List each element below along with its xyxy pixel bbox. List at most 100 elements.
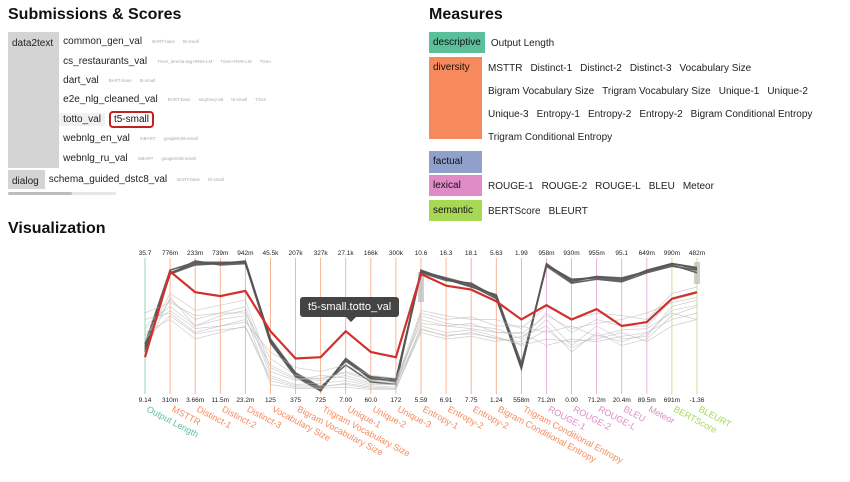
measure-item[interactable]: ROUGE-L xyxy=(595,181,641,192)
dataset-row: cs_restaurants_val TGen_lemma-tag+RNN-LM T… xyxy=(59,51,271,71)
measure-category-label[interactable]: semantic xyxy=(429,200,482,221)
dataset-name[interactable]: webnlg_en_val xyxy=(63,133,130,145)
submission-tag[interactable]: TGen xyxy=(259,58,271,64)
measure-category-label[interactable]: factual xyxy=(429,151,482,173)
dataset-name[interactable]: dart_val xyxy=(63,74,99,86)
submission-tag[interactable]: TGen xyxy=(255,97,267,103)
dataset-list: common_gen_val BART-base t5-small cs_restau… xyxy=(59,32,271,168)
visualization-heading: Visualization xyxy=(8,220,106,237)
measure-items: Output Length xyxy=(485,32,558,55)
measure-item[interactable]: Trigram Conditional Entropy xyxy=(488,132,613,143)
measure-item[interactable]: Distinct-3 xyxy=(629,63,672,74)
submission-tag[interactable]: google/mt5-small xyxy=(163,136,198,142)
submission-tag[interactable]: google/mt5-small xyxy=(161,155,196,161)
axis-min-label: 89.5m xyxy=(638,397,656,404)
submission-tag[interactable]: TGen+RNN-LM xyxy=(220,58,252,64)
dataset-row: totto_val t5-small xyxy=(59,109,271,129)
axis-max-label: 942m xyxy=(237,250,253,257)
scrollbar-thumb[interactable] xyxy=(8,192,72,195)
measures-panel: descriptive Output Length diversity MSTTR Di… xyxy=(429,32,844,225)
dataset-row: webnlg_ru_val mBART google/mt5-small xyxy=(59,148,271,168)
axis-max-label: 990m xyxy=(664,250,680,257)
measure-item[interactable]: Entropy-2 xyxy=(639,109,683,120)
parallel-coordinates-chart[interactable]: 35.7 9.14 776m 310m 233m 3.66m 739m 11.5m 942m 23… xyxy=(0,240,850,482)
measure-category-label[interactable]: lexical xyxy=(429,175,482,196)
measure-item[interactable]: Trigram Vocabulary Size xyxy=(602,86,711,97)
submission-tag[interactable]: t5-small xyxy=(183,39,199,45)
measure-item[interactable]: Unique-3 xyxy=(488,109,529,120)
submission-tag[interactable]: t5-small xyxy=(208,176,224,182)
submissions-panel: data2text common_gen_val BART-base t5-small… xyxy=(8,32,408,191)
axis-max-label: 35.7 xyxy=(139,250,152,257)
submission-tag[interactable]: BART-base xyxy=(108,77,132,83)
series-line[interactable] xyxy=(144,296,698,391)
submission-tags: BART-base t5-small xyxy=(152,39,199,44)
axis-max-label: 300k xyxy=(389,250,404,257)
measure-item[interactable]: Entropy-1 xyxy=(536,109,580,120)
dataset-row: dart_val BART-base t5-small xyxy=(59,70,271,91)
series-line[interactable] xyxy=(144,299,698,385)
axis-brush-handle[interactable] xyxy=(694,262,700,284)
measure-category-factual: factual xyxy=(429,151,844,173)
series-line[interactable] xyxy=(144,304,698,389)
submission-tag[interactable]: TGen_lemma-tag+RNN-LM xyxy=(157,58,213,64)
submission-tag[interactable]: mBART xyxy=(137,155,154,161)
axis-min-label: 20.4m xyxy=(613,397,631,404)
series-line[interactable] xyxy=(144,297,698,379)
measure-item[interactable]: BLEURT xyxy=(548,206,588,217)
submission-tags: BART-base seq2seq+att t5-small TGen xyxy=(168,97,267,102)
measure-item[interactable]: Meteor xyxy=(682,181,714,192)
measure-item[interactable]: Output Length xyxy=(490,38,555,49)
axis-min-label: 0.00 xyxy=(565,397,578,404)
submission-tag[interactable]: BART-base xyxy=(152,39,176,45)
dataset-name[interactable]: common_gen_val xyxy=(63,36,143,48)
submission-tag[interactable]: BART-base xyxy=(167,97,191,103)
series-line[interactable] xyxy=(144,292,698,384)
axis-max-label: 45.5k xyxy=(263,250,280,257)
task-group-label[interactable]: data2text xyxy=(8,32,60,168)
measure-item[interactable]: Entropy-2 xyxy=(587,109,632,120)
submission-tag[interactable]: mBART xyxy=(139,136,156,142)
measure-item[interactable]: BLEU xyxy=(648,181,675,192)
axis-max-label: 482m xyxy=(689,250,705,257)
measure-item[interactable]: Distinct-1 xyxy=(530,63,573,74)
axis-max-label: 27.1k xyxy=(338,250,355,257)
axis-min-label: 11.5m xyxy=(211,397,229,404)
axis-max-label: 1.99 xyxy=(515,250,528,257)
measure-item[interactable]: Bigram Conditional Entropy xyxy=(690,109,813,120)
selected-submission-chip[interactable]: t5-small xyxy=(108,110,154,128)
measure-item[interactable]: Distinct-2 xyxy=(580,63,622,74)
submissions-scrollbar[interactable] xyxy=(8,192,116,195)
submission-tag[interactable]: t5-small xyxy=(231,97,248,103)
dataset-name[interactable]: webnlg_ru_val xyxy=(63,152,128,164)
measure-item[interactable]: Unique-2 xyxy=(767,86,808,97)
dataset-name[interactable]: schema_guided_dstc8_val xyxy=(48,173,168,185)
axis-max-label: 207k xyxy=(288,250,303,257)
measure-item[interactable]: MSTTR xyxy=(488,63,523,74)
measure-item[interactable]: Vocabulary Size xyxy=(679,63,752,74)
axis-brush-handle[interactable] xyxy=(418,272,424,302)
dataset-name[interactable]: totto_val xyxy=(59,112,105,126)
measures-heading: Measures xyxy=(429,6,503,23)
dataset-name[interactable]: cs_restaurants_val xyxy=(63,55,148,67)
measure-item[interactable]: ROUGE-2 xyxy=(541,181,588,192)
highlighted-series-line[interactable] xyxy=(143,269,698,360)
series-line[interactable] xyxy=(144,261,698,391)
measure-item[interactable]: Bigram Vocabulary Size xyxy=(488,86,595,97)
axis-name-label[interactable]: Meteor xyxy=(647,404,676,426)
dataset-name[interactable]: e2e_nlg_cleaned_val xyxy=(63,94,158,106)
measure-item[interactable]: ROUGE-1 xyxy=(488,181,534,192)
axis-min-label: 9.14 xyxy=(139,397,152,404)
measure-category-label[interactable]: descriptive xyxy=(429,32,485,53)
submission-tag[interactable]: seq2seq+att xyxy=(198,97,224,103)
measure-item[interactable]: Unique-1 xyxy=(718,86,760,97)
submission-tag[interactable]: BART-base xyxy=(177,176,201,182)
series-line[interactable] xyxy=(144,306,698,388)
measure-category-lexical: lexical ROUGE-1 ROUGE-2 ROUGE-L BLEU Meteor xyxy=(429,175,844,198)
dataset-row: e2e_nlg_cleaned_val BART-base seq2seq+att t… xyxy=(59,90,271,110)
task-group-label[interactable]: dialog xyxy=(8,169,45,190)
submission-tag[interactable]: t5-small xyxy=(139,77,156,83)
measure-item[interactable]: BERTScore xyxy=(488,206,541,217)
measure-category-label[interactable]: diversity xyxy=(429,57,482,139)
series-line[interactable] xyxy=(144,299,698,385)
